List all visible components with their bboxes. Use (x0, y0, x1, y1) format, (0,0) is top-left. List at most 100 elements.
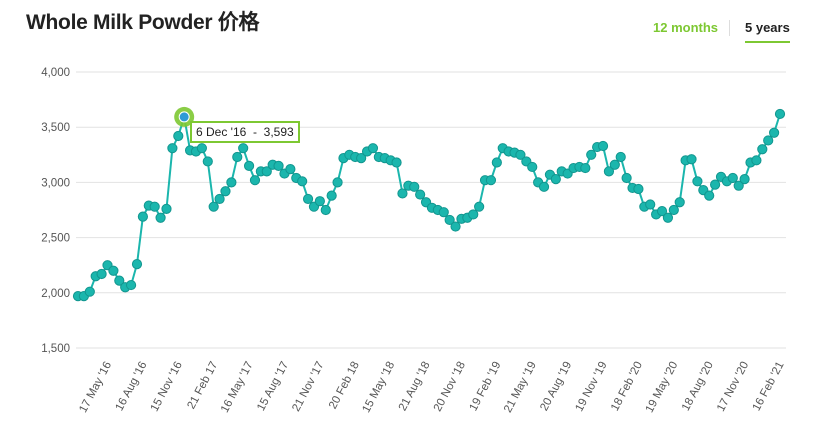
point (763, 135, 774, 146)
point (733, 180, 744, 191)
point (367, 143, 379, 154)
point (686, 154, 697, 165)
point (397, 188, 408, 199)
point (550, 173, 561, 185)
x-tick-label: 19 Nov '19 (573, 360, 609, 414)
point (538, 181, 550, 192)
point (249, 175, 261, 186)
y-tick-label: 4,000 (41, 67, 70, 79)
point (710, 179, 721, 190)
point (727, 172, 738, 184)
point (674, 197, 685, 208)
point (580, 162, 591, 174)
point (739, 173, 750, 185)
point (108, 265, 119, 276)
point (668, 204, 679, 216)
point (656, 206, 668, 217)
point (285, 164, 296, 175)
x-tick-label: 18 Aug '20 (680, 360, 716, 413)
point (774, 108, 786, 120)
point (491, 157, 502, 168)
point (137, 211, 148, 222)
y-tick-label: 2,500 (41, 233, 70, 245)
point (645, 199, 656, 210)
point (96, 268, 107, 280)
point (757, 144, 768, 155)
point (196, 143, 207, 154)
x-tick-label: 20 Feb 18 (327, 360, 362, 411)
point (597, 140, 609, 152)
point (438, 207, 449, 218)
point (633, 183, 644, 195)
point (297, 176, 308, 187)
tab-5-years[interactable]: 5 years (745, 20, 790, 43)
point (238, 143, 249, 154)
point (586, 149, 597, 160)
point (261, 166, 272, 177)
x-tick-label: 21 Feb 17 (185, 360, 220, 411)
x-tick-label: 20 Aug '19 (538, 360, 574, 413)
point (415, 189, 426, 200)
point (332, 177, 343, 188)
point (155, 212, 166, 223)
point (356, 153, 367, 164)
x-tick-label: 16 Aug '16 (114, 360, 150, 413)
point (609, 159, 620, 170)
tooltip: 6 Dec '16 - 3,593 (190, 121, 300, 143)
point (515, 149, 526, 160)
point (167, 143, 178, 154)
x-tick-label: 20 Nov '18 (432, 360, 468, 414)
x-tick-label: 18 Feb '20 (609, 360, 645, 413)
y-tick-label: 2,000 (41, 288, 70, 300)
point (444, 214, 455, 226)
point (527, 161, 538, 173)
point (603, 166, 615, 177)
point (621, 172, 632, 184)
y-tick-label: 3,000 (41, 177, 70, 189)
x-tick-label: 19 May '20 (644, 360, 681, 415)
x-tick-label: 16 May '17 (219, 360, 256, 415)
point (232, 151, 243, 163)
point (84, 286, 95, 297)
title: Whole Milk Powder 价格 (26, 11, 260, 34)
x-tick-label: 17 May '16 (77, 360, 114, 415)
point (208, 201, 219, 212)
point (468, 209, 479, 220)
x-tick-label: 21 Nov '17 (290, 360, 326, 414)
y-tick-label: 3,500 (41, 122, 70, 134)
point (704, 190, 715, 201)
point (320, 204, 331, 216)
x-tick-label: 19 Feb '19 (468, 360, 504, 413)
point (161, 203, 172, 214)
point (173, 130, 184, 142)
point (273, 160, 284, 171)
point (202, 156, 213, 167)
point (114, 275, 125, 286)
tab-separator (729, 20, 730, 36)
point (391, 157, 402, 168)
point (662, 212, 674, 223)
point (125, 279, 137, 291)
x-tick-label: 21 Aug '18 (397, 360, 433, 413)
point (769, 127, 780, 138)
point (220, 186, 231, 197)
point (226, 177, 237, 188)
point (131, 258, 143, 270)
point (302, 193, 314, 205)
point (409, 181, 420, 192)
tab-12-months[interactable]: 12 months (653, 20, 719, 35)
point (615, 151, 626, 163)
point (692, 176, 703, 187)
x-tick-label: 16 Feb '21 (751, 360, 787, 413)
x-tick-label: 15 Nov '16 (149, 360, 185, 414)
highlight-point (178, 111, 190, 123)
point (751, 155, 762, 166)
x-tick-label: 15 Aug '17 (255, 360, 291, 413)
x-tick-label: 15 May '18 (360, 360, 397, 415)
point (474, 201, 485, 212)
point (326, 190, 337, 201)
x-tick-label: 21 May '19 (502, 360, 539, 415)
point (243, 160, 255, 171)
